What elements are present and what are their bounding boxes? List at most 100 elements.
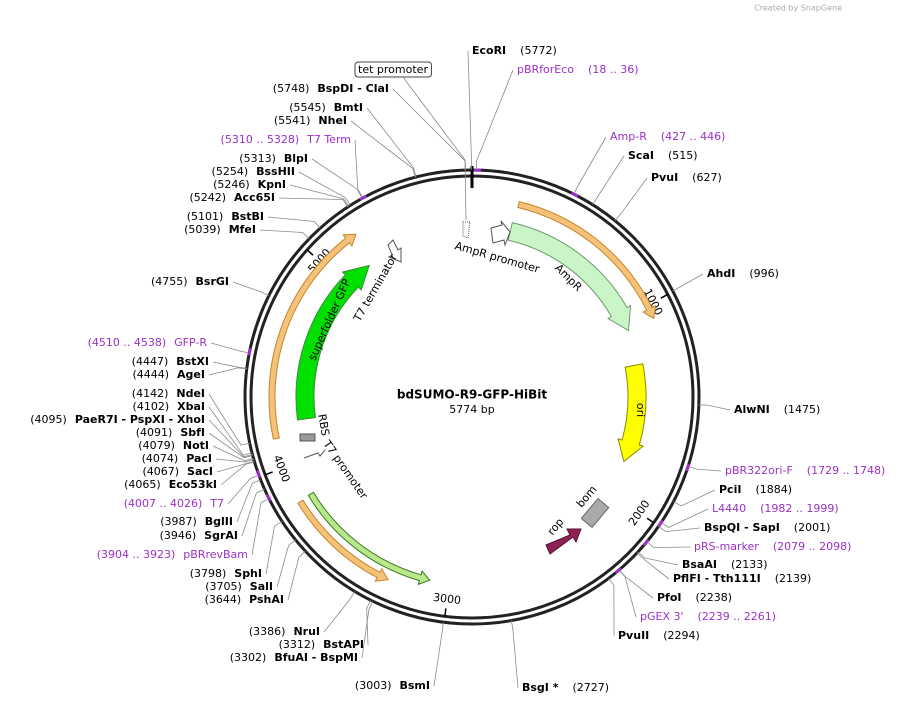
leader-line — [361, 601, 374, 659]
leader-line — [289, 184, 349, 207]
site-position: (2133) — [731, 558, 768, 571]
enzyme-name: SbfI — [180, 426, 205, 439]
enzyme-name: SgrAI — [204, 529, 238, 542]
site-label: (3798) SphI — [190, 567, 262, 580]
site-position: (3386) — [249, 625, 286, 638]
site-position: (3644) — [205, 593, 242, 606]
site-position: (3003) — [355, 679, 392, 692]
enzyme-name: AgeI — [177, 368, 205, 381]
site-label: PflFI - Tth111I (2139) — [673, 572, 811, 585]
site-label: pBRforEco (18 .. 36) — [517, 63, 639, 76]
feature-arrow — [462, 221, 471, 239]
leader-line — [476, 69, 514, 169]
site-position: (5254) — [212, 165, 249, 178]
site-position: (3705) — [205, 580, 242, 593]
site-label: (3904 .. 3923) pBRrevBam — [97, 548, 248, 561]
leader-line — [278, 197, 349, 208]
leader-line — [241, 488, 265, 537]
leader-line — [311, 158, 364, 199]
site-label: (3302) BfuAI - BspMI — [230, 651, 358, 664]
enzyme-name: XbaI — [177, 400, 205, 413]
site-label: BspQI - SapI (2001) — [704, 521, 830, 534]
ring-tick-label: 2000 — [626, 498, 653, 528]
site-position: (5246) — [213, 178, 250, 191]
feature-arrow — [297, 499, 389, 582]
leader-line — [354, 139, 362, 197]
leader-line — [662, 508, 709, 528]
site-position: (4102) — [133, 400, 170, 413]
site-position: (3312) — [279, 638, 316, 651]
primer-mark — [265, 493, 272, 502]
enzyme-name: BsaAI — [682, 558, 717, 571]
ring-tick-label: 4000 — [271, 453, 293, 484]
feature-label: RBS — [315, 413, 332, 437]
site-position: (3987) — [160, 515, 197, 528]
leader-line — [366, 107, 417, 178]
feature-arrow — [387, 239, 402, 263]
leader-line — [287, 550, 306, 601]
site-label: (5748) BspDI - ClaI — [273, 82, 389, 95]
site-label: (4065) Eco53kI — [124, 478, 217, 491]
site-label: (3644) PshAI — [205, 593, 284, 606]
site-label: (3312) BstAPI — [279, 638, 364, 651]
feature-label-box — [354, 61, 432, 78]
leader-line — [265, 520, 283, 575]
primer-name: T7 Term — [306, 133, 351, 146]
enzyme-name: NotI — [183, 439, 209, 452]
leader-line — [636, 552, 670, 580]
enzyme-name: AhdI — [707, 267, 735, 280]
leader-line — [620, 571, 637, 618]
site-label: (5254) BssHII — [212, 165, 295, 178]
enzyme-name: SphI — [234, 567, 262, 580]
leader-line — [227, 475, 258, 505]
leader-line — [350, 120, 416, 178]
enzyme-name: AlwNI — [734, 403, 770, 416]
site-position: (3798) — [190, 567, 227, 580]
site-label: (5101) BstBI — [187, 210, 264, 223]
primer-name: GFP-R — [174, 336, 207, 349]
plasmid-name: bdSUMO-R9-GFP-HiBit — [397, 388, 548, 402]
enzyme-name: SacI — [187, 465, 213, 478]
site-label: BsaAI (2133) — [682, 558, 768, 571]
site-label: EcoRI (5772) — [472, 44, 557, 57]
leader-line — [433, 622, 444, 687]
site-position: (4074) — [142, 452, 179, 465]
leader-line — [366, 600, 372, 646]
enzyme-name: NheI — [318, 114, 347, 127]
primer-mark — [614, 567, 622, 575]
site-position: (4510 .. 4538) — [88, 336, 167, 349]
site-position: (627) — [692, 171, 722, 184]
site-position: (5039) — [184, 223, 221, 236]
site-position: (2001) — [794, 521, 831, 534]
leader-line — [298, 171, 351, 206]
site-label: PvuII (2294) — [618, 629, 700, 642]
leader-line — [208, 393, 250, 446]
primer-name: pBRforEco — [517, 63, 574, 76]
primer-name: pGEX 3' — [640, 610, 684, 623]
leader-line — [276, 539, 296, 588]
enzyme-name: BstBI — [231, 210, 264, 223]
site-label: (5545) BmtI — [289, 101, 363, 114]
site-label: (4510 .. 4538) GFP-R — [88, 336, 208, 349]
leader-line — [267, 216, 321, 229]
leader-line — [210, 342, 248, 353]
site-position: (5545) — [289, 101, 326, 114]
plasmid-length: 5774 bp — [449, 403, 494, 416]
site-position: (3904 .. 3923) — [97, 548, 176, 561]
leader-line — [698, 404, 731, 411]
leader-line — [323, 591, 356, 633]
site-position: (2079 .. 2098) — [773, 540, 852, 553]
site-position: (5772) — [520, 44, 557, 57]
site-label: (5310 .. 5328) T7 Term — [221, 133, 351, 146]
enzyme-name: BssHII — [256, 165, 295, 178]
site-position: (5242) — [189, 191, 226, 204]
primer-name: pRS-marker — [694, 540, 759, 553]
feature-box — [299, 433, 316, 442]
site-position: (4444) — [132, 368, 169, 381]
site-label: (5313) BlpI — [239, 152, 308, 165]
site-label: AhdI (996) — [707, 267, 779, 280]
site-label: (4447) BstXI — [132, 355, 209, 368]
site-position: (4755) — [151, 275, 188, 288]
enzyme-name: BsrGI — [196, 275, 229, 288]
leader-line — [467, 50, 472, 170]
